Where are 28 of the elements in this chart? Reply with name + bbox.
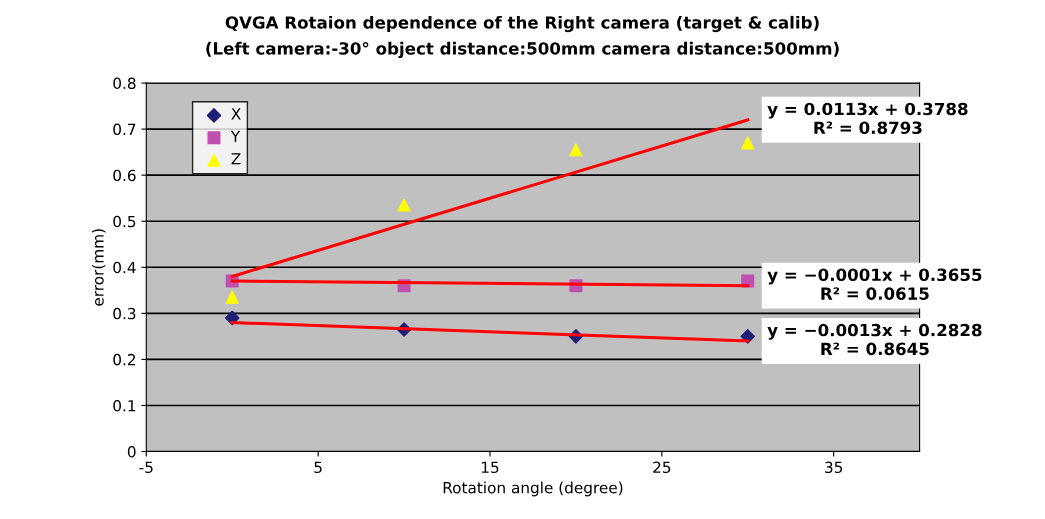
- y-tick-label: 0: [127, 446, 136, 458]
- y-tick-label: 0.7: [113, 123, 136, 136]
- x-tick-label: 5: [314, 461, 322, 474]
- y-tick-label: 0.2: [113, 353, 136, 366]
- chart-title: QVGA Rotaion dependence of the Right camera (target & calib): [225, 15, 819, 33]
- annotation: y = −0.0001x + 0.3655 R² = 0.0615: [767, 268, 982, 300]
- x-tick-label: 35: [825, 461, 843, 474]
- y-axis-title: error(mm): [91, 229, 106, 306]
- x-tick-label: 25: [653, 461, 671, 474]
- point: [741, 136, 755, 150]
- y-tick-label: 0.8: [113, 77, 136, 90]
- point: [225, 290, 239, 304]
- y-tick-label: 0.3: [113, 307, 136, 320]
- point: [397, 198, 411, 212]
- legend-label: Y: [230, 130, 241, 142]
- y-tick-label: 0.1: [113, 399, 136, 412]
- x-axis-title: Rotation angle (degree): [443, 481, 623, 497]
- annotation: y = −0.0013x + 0.2828 R² = 0.8645: [767, 323, 982, 356]
- y-tick-label: 0.5: [113, 215, 136, 228]
- annotation: y = 0.0113x + 0.3788 R² = 0.8793: [767, 102, 968, 135]
- legend-label: Z: [231, 153, 241, 165]
- x-tick-label: -5: [139, 461, 153, 474]
- legend-label: X: [231, 108, 241, 120]
- x-tick-label: 15: [481, 461, 499, 474]
- chart-subtitle: (Left camera:-30° object distance:500mm camera distance:500mm): [206, 41, 839, 59]
- y-tick-label: 0.6: [113, 169, 136, 182]
- point: [569, 143, 583, 157]
- y-tick-label: 0.4: [113, 261, 136, 274]
